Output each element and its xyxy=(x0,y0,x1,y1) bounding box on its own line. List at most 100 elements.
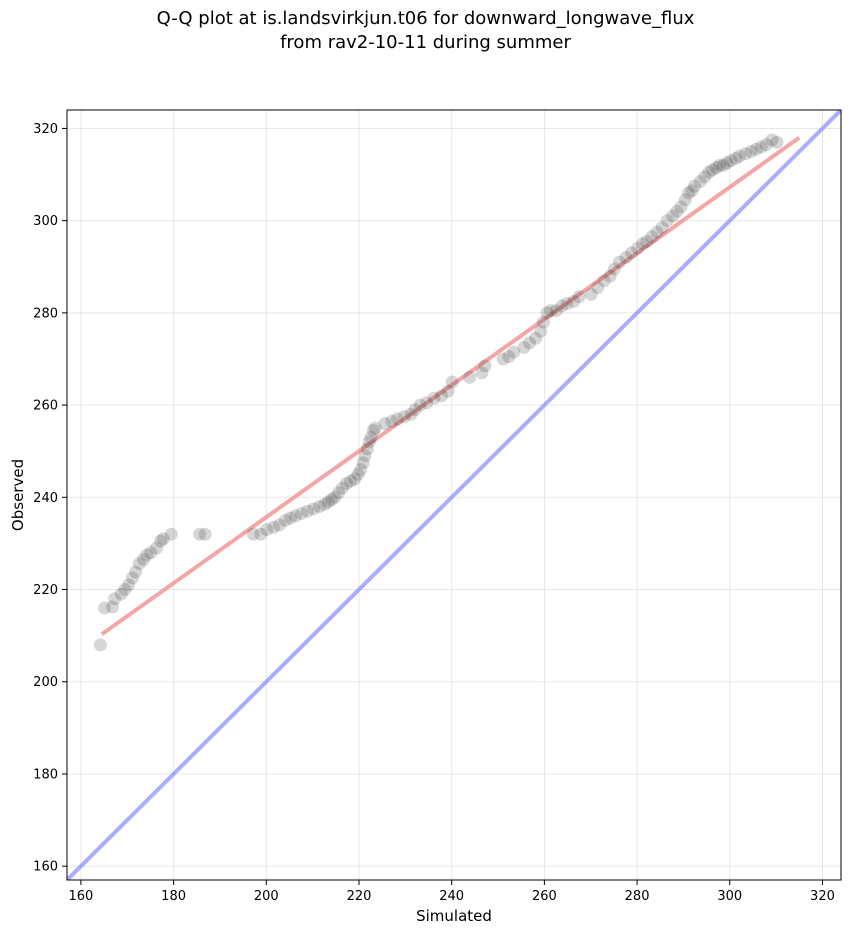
qq-point xyxy=(108,592,122,606)
qq-point xyxy=(114,587,128,601)
qq-point xyxy=(420,396,434,410)
qq-point xyxy=(272,518,286,532)
qq-point xyxy=(301,504,315,518)
qq-point xyxy=(709,161,723,175)
y-tick-label: 220 xyxy=(33,583,58,598)
qq-point xyxy=(267,520,281,534)
qq-point xyxy=(358,449,372,463)
qq-point xyxy=(136,553,150,567)
qq-point xyxy=(555,299,569,313)
identity-line xyxy=(67,110,841,880)
qq-point xyxy=(156,532,170,546)
qq-point xyxy=(360,442,374,456)
qq-point xyxy=(140,548,154,562)
data-layer xyxy=(67,0,841,880)
qq-point xyxy=(523,336,537,350)
qq-point xyxy=(313,500,327,514)
qq-point xyxy=(749,142,763,156)
qq-point xyxy=(364,430,378,444)
y-tick-label: 240 xyxy=(33,491,58,506)
qq-point xyxy=(789,0,802,7)
chart-title-line-2: from rav2-10-11 during summer xyxy=(280,32,571,53)
qq-point xyxy=(640,234,654,248)
y-tick-label: 180 xyxy=(33,767,58,782)
qq-point xyxy=(754,140,768,154)
qq-point xyxy=(278,513,292,527)
qq-point xyxy=(98,601,112,615)
y-tick-label: 320 xyxy=(33,122,58,137)
qq-point xyxy=(636,237,650,251)
qq-point xyxy=(118,583,132,597)
y-tick-label: 200 xyxy=(33,675,58,690)
qq-point xyxy=(129,565,143,579)
qq-point xyxy=(385,414,399,428)
qq-point xyxy=(693,174,707,188)
x-tick-label: 300 xyxy=(717,889,742,904)
qq-point xyxy=(591,281,605,295)
qq-point xyxy=(597,274,611,288)
qq-point xyxy=(351,467,365,481)
qq-point xyxy=(584,287,598,301)
qq-point xyxy=(713,158,727,172)
qq-point xyxy=(362,435,376,449)
qq-point xyxy=(368,421,382,435)
qq-point xyxy=(544,304,558,318)
qq-point xyxy=(765,133,779,147)
qq-point xyxy=(413,398,427,412)
qq-point xyxy=(260,523,274,537)
x-tick-label: 160 xyxy=(68,889,93,904)
qq-point xyxy=(660,214,674,228)
x-tick-label: 260 xyxy=(532,889,557,904)
qq-point xyxy=(783,0,796,7)
qq-point xyxy=(354,463,368,477)
qq-point xyxy=(607,262,621,276)
qq-point xyxy=(348,472,362,486)
qq-point xyxy=(295,506,309,520)
qq-point xyxy=(560,297,574,311)
qq-point xyxy=(739,147,753,161)
qq-point xyxy=(321,495,335,509)
y-tick-label: 260 xyxy=(33,399,58,414)
qq-point xyxy=(536,315,550,329)
qq-point xyxy=(666,209,680,223)
qq-point xyxy=(335,481,349,495)
qq-point xyxy=(427,391,441,405)
x-tick-label: 320 xyxy=(810,889,835,904)
qq-point xyxy=(122,578,136,592)
y-tick-label: 300 xyxy=(33,214,58,229)
x-tick-label: 180 xyxy=(161,889,186,904)
qq-point xyxy=(356,456,370,470)
qq-point xyxy=(631,241,645,255)
qq-point xyxy=(688,179,702,193)
qq-point xyxy=(193,527,207,541)
qq-point xyxy=(475,366,489,380)
x-tick-label: 280 xyxy=(625,889,650,904)
qq-point xyxy=(716,158,730,172)
qq-point xyxy=(339,476,353,490)
qq-point xyxy=(625,246,639,260)
qq-point xyxy=(732,149,746,163)
qq-point xyxy=(149,541,163,555)
y-axis-label: Observed xyxy=(9,459,27,531)
qq-point xyxy=(645,230,659,244)
qq-point xyxy=(445,375,459,389)
qq-point xyxy=(164,527,178,541)
qq-point xyxy=(603,269,617,283)
qq-point xyxy=(612,255,626,269)
y-tick-label: 280 xyxy=(33,306,58,321)
qq-point xyxy=(572,290,586,304)
qq-point xyxy=(434,389,448,403)
qq-point xyxy=(678,193,692,207)
qq-point xyxy=(517,340,531,354)
fit-line xyxy=(100,136,801,636)
ticks: 160 180 200 220 240 260 280 300 320 160 180 200 220 2… xyxy=(33,122,835,904)
qq-point xyxy=(288,509,302,523)
qq-point xyxy=(125,571,139,585)
qq-point xyxy=(770,135,784,149)
qq-point xyxy=(408,403,422,417)
qq-point xyxy=(729,151,743,165)
qq-point xyxy=(496,352,510,366)
chart-title-line-1: Q-Q plot at is.landsvirkjun.t06 for down… xyxy=(156,8,695,29)
qq-point xyxy=(463,370,477,384)
